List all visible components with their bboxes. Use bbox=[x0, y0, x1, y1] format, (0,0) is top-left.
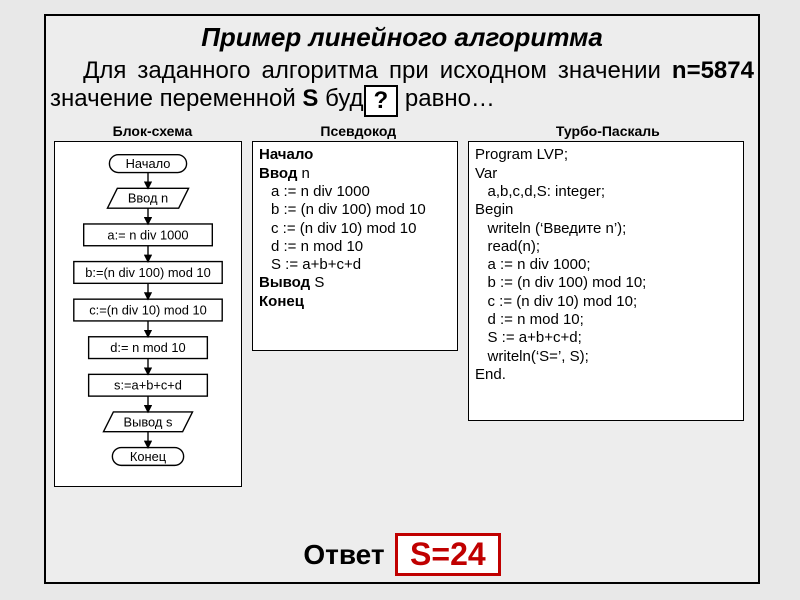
pseudo-line: a := n div 1000 bbox=[259, 183, 451, 201]
desc-s: S bbox=[302, 85, 318, 112]
svg-text:d:= n mod 10: d:= n mod 10 bbox=[110, 340, 185, 355]
svg-text:Конец: Конец bbox=[130, 449, 167, 464]
pascal-line: writeln(‘S=’, S); bbox=[475, 348, 737, 366]
pascal-line: End. bbox=[475, 366, 737, 384]
pascal-line: Var bbox=[475, 165, 737, 183]
pseudo-line: Ввод n bbox=[259, 165, 451, 183]
desc-text-4: равно… bbox=[398, 85, 495, 112]
desc-text-3: буд bbox=[318, 85, 363, 112]
pascal-line: b := (n div 100) mod 10; bbox=[475, 274, 737, 292]
pascal-line: Program LVP; bbox=[475, 146, 737, 164]
header-pascal: Турбо-Паскаль bbox=[466, 123, 750, 139]
pseudo-line: Конец bbox=[259, 293, 451, 311]
svg-text:a:= n div 1000: a:= n div 1000 bbox=[107, 228, 188, 243]
question-mark-box: ? bbox=[364, 85, 399, 117]
pascal-line: Begin bbox=[475, 201, 737, 219]
pseudo-line: Начало bbox=[259, 146, 451, 164]
desc-n: n=5874 bbox=[672, 57, 754, 84]
pseudo-line: b := (n div 100) mod 10 bbox=[259, 201, 451, 219]
pascal-line: a,b,c,d,S: integer; bbox=[475, 183, 737, 201]
desc-text-2: значение переменной bbox=[50, 85, 302, 112]
pascal-line: writeln (‘Введите n’); bbox=[475, 220, 737, 238]
title: Пример линейного алгоритма bbox=[54, 22, 750, 53]
pseudocode-panel: НачалоВвод na := n div 1000b := (n div 1… bbox=[252, 141, 458, 351]
pascal-line: a := n div 1000; bbox=[475, 256, 737, 274]
answer-box: S=24 bbox=[395, 533, 501, 576]
pseudo-line: S := a+b+c+d bbox=[259, 256, 451, 274]
pascal-panel: Program LVP;Var a,b,c,d,S: integer;Begin… bbox=[468, 141, 744, 421]
pseudo-line: c := (n div 10) mod 10 bbox=[259, 220, 451, 238]
pascal-line: d := n mod 10; bbox=[475, 311, 737, 329]
header-pseudocode: Псевдокод bbox=[251, 123, 466, 139]
svg-text:b:=(n div 100) mod 10: b:=(n div 100) mod 10 bbox=[85, 265, 210, 280]
answer-label: Ответ bbox=[303, 539, 384, 571]
main-frame: Пример линейного алгоритма Для заданного… bbox=[44, 14, 760, 584]
pascal-line: c := (n div 10) mod 10; bbox=[475, 293, 737, 311]
column-headers: Блок-схема Псевдокод Турбо-Паскаль bbox=[54, 123, 750, 139]
flowchart-panel: Начало Ввод n a:= n div 1000 b:=(n div 100)… bbox=[54, 141, 242, 487]
pascal-line: S := a+b+c+d; bbox=[475, 329, 737, 347]
pseudo-line: d := n mod 10 bbox=[259, 238, 451, 256]
columns: НачалоВвод na:= n div 1000b:=(n div 100)… bbox=[54, 141, 750, 487]
svg-text:c:=(n div 10) mod 10: c:=(n div 10) mod 10 bbox=[89, 303, 207, 318]
pseudo-line: Вывод S bbox=[259, 274, 451, 292]
svg-text:Вывод s: Вывод s bbox=[124, 415, 173, 430]
header-flowchart: Блок-схема bbox=[54, 123, 251, 139]
flowchart-svg: Начало Ввод n a:= n div 1000 b:=(n div 100)… bbox=[55, 142, 241, 486]
answer-row: Ответ S=24 bbox=[46, 533, 758, 576]
desc-text-1: Для заданного алгоритма при исходном зна… bbox=[83, 57, 672, 84]
description: Для заданного алгоритма при исходном зна… bbox=[50, 57, 754, 117]
pascal-line: read(n); bbox=[475, 238, 737, 256]
svg-text:Начало: Начало bbox=[126, 156, 171, 171]
svg-text:Ввод n: Ввод n bbox=[128, 191, 168, 206]
svg-text:s:=a+b+c+d: s:=a+b+c+d bbox=[114, 378, 182, 393]
